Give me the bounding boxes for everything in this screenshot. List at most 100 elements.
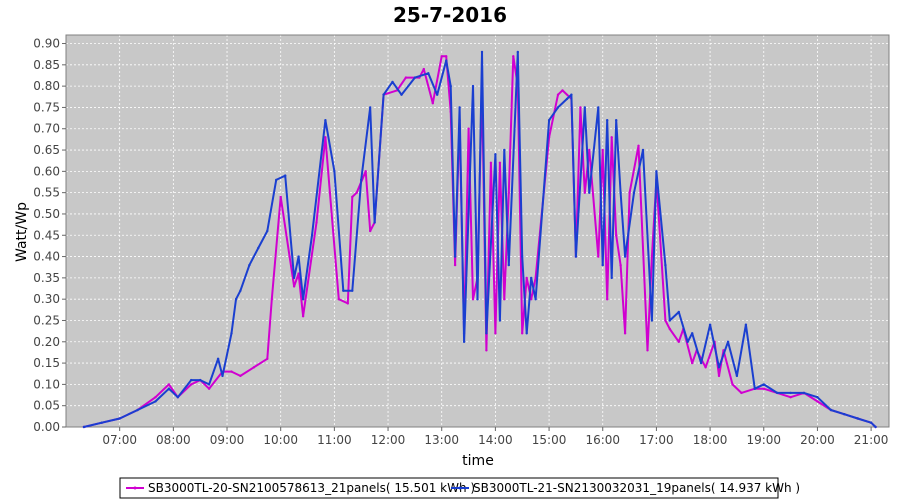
data-point [789,391,792,395]
y-tick-label: 0.60 [33,164,60,178]
data-point [556,106,560,109]
data-point [691,361,694,365]
data-point [731,383,734,386]
y-axis-label: Watt/Wp [14,202,30,262]
data-point [641,148,645,152]
data-point [516,50,519,54]
x-tick-label: 19:00 [746,433,781,447]
data-point [530,298,533,301]
data-point [726,340,730,343]
data-point [284,174,287,177]
plot-border [65,34,890,428]
data-point [221,374,224,378]
data-point [744,323,748,326]
data-point [816,400,819,403]
data-point [480,50,484,54]
data-point [668,319,671,322]
data-point [373,221,376,224]
y-tick-label: 0.75 [33,100,60,114]
data-point [445,59,448,62]
chart-title: 25-7-2016 [393,3,507,27]
data-point [360,178,363,182]
data-point [610,136,613,139]
data-point [485,349,488,352]
data-point [597,255,600,258]
y-tick-label: 0.65 [33,143,60,157]
data-point [843,413,846,416]
legend: SB3000TL-20-SN2100578613_21panels( 15.50… [119,477,800,499]
data-point [118,417,121,420]
y-tick-label: 0.40 [33,250,60,264]
data-point [230,332,233,335]
data-point [355,191,358,194]
data-point [802,391,806,395]
data-point [704,366,707,369]
data-point [301,315,305,318]
data-point [615,234,618,237]
data-point [351,195,354,199]
x-tick-label: 07:00 [102,433,137,447]
x-tick-label: 12:00 [371,433,406,447]
grid-lines [66,35,889,428]
data-point [677,340,680,343]
data-point [453,255,457,258]
y-tick-label: 0.50 [33,207,60,221]
data-point [154,400,157,403]
data-point [422,67,425,71]
data-point [199,378,202,382]
x-tick-label: 16:00 [585,433,620,447]
y-tick-label: 0.30 [33,292,60,306]
data-point [762,387,765,390]
data-point [288,255,291,258]
data-point [449,84,452,88]
data-point [404,76,408,79]
data-point [369,229,372,233]
y-tick-label: 0.05 [33,399,60,413]
data-point [427,72,430,75]
legend-label-2: SB3000TL-21-SN2130032031_19panels( 14.93… [473,481,800,495]
data-point [556,93,560,96]
data-point [100,421,104,424]
y-tick-label: 0.80 [33,79,60,93]
data-point [436,93,439,96]
data-point [154,396,157,399]
data-point [489,161,493,164]
data-point [655,170,658,173]
data-point [458,106,461,109]
data-point [632,191,636,194]
data-point [167,383,171,386]
data-point [646,349,649,352]
data-point [601,263,604,267]
data-point [301,298,305,301]
data-point [816,396,819,399]
data-point [699,361,703,365]
data-point [310,234,314,237]
data-point [588,191,591,194]
data-point [239,374,242,378]
data-point [668,327,671,331]
data-point [874,425,877,429]
data-point [279,195,282,199]
data-point [664,263,667,267]
data-point [167,387,171,390]
data-point [324,119,327,122]
data-point [494,332,497,335]
data-point [266,357,269,360]
data-point [606,298,609,301]
x-tick-label: 15:00 [532,433,567,447]
data-point [753,387,756,390]
data-point [512,55,515,58]
data-point [588,148,591,152]
x-tick-label: 11:00 [317,433,352,447]
data-point [615,119,618,122]
data-point [525,332,528,335]
data-point [270,298,273,301]
data-point [574,255,578,258]
data-point [292,285,296,288]
data-point [623,332,627,335]
data-point [342,289,345,292]
y-tick-label: 0.55 [33,186,60,200]
y-tick-label: 0.15 [33,356,60,370]
data-point [789,396,792,399]
data-point [717,374,721,378]
